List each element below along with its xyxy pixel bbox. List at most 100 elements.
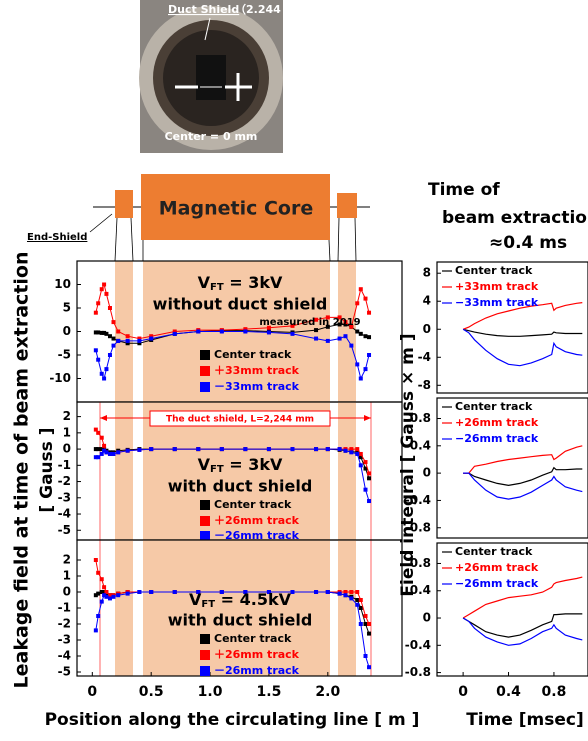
point — [367, 622, 372, 626]
point — [99, 287, 104, 292]
point — [102, 448, 107, 453]
point — [137, 336, 142, 341]
point — [219, 447, 224, 452]
point — [325, 338, 330, 343]
point — [96, 447, 101, 452]
point — [314, 317, 319, 322]
point — [137, 341, 142, 346]
y-tick-label: 0 — [423, 322, 431, 336]
panel-title: VFT = 3kV — [198, 273, 283, 294]
point — [343, 590, 348, 594]
point — [343, 320, 348, 325]
legend-swatch — [200, 666, 210, 676]
left-y-label: Leakage field at time of beam extraction — [11, 252, 33, 689]
legend-label: －26mm track — [214, 529, 300, 542]
series-line — [462, 328, 583, 337]
title-sub: FT — [201, 599, 215, 610]
point — [104, 590, 109, 594]
legend-label: −33mm track — [455, 296, 539, 309]
point — [314, 447, 319, 452]
y-tick-label: -1 — [58, 601, 71, 615]
title-sub: FT — [210, 464, 224, 475]
point — [337, 315, 342, 320]
y-tick-label: -3 — [58, 490, 71, 504]
left-x-label: Position along the circulating line [ m … — [45, 710, 420, 730]
series-line — [462, 328, 583, 367]
legend-swatch — [200, 634, 210, 644]
point — [99, 447, 104, 452]
point — [343, 334, 348, 339]
end-shield-label: End-Shield — [27, 232, 87, 243]
point — [358, 622, 363, 626]
point — [367, 476, 372, 481]
point — [116, 338, 121, 343]
point — [104, 594, 109, 599]
title-part: = 3kV — [224, 273, 283, 292]
y-tick-label: 0.4 — [410, 583, 431, 597]
panel-title: VFT = 3kV — [198, 455, 283, 476]
point — [355, 329, 360, 334]
point — [243, 447, 248, 452]
header-line: ≈0.4 ms — [489, 233, 567, 253]
point — [99, 590, 104, 594]
point — [104, 450, 109, 455]
point — [349, 590, 354, 594]
point — [243, 327, 248, 332]
point — [363, 460, 368, 465]
point — [358, 376, 363, 381]
y-tick-label: -5 — [58, 348, 71, 362]
point — [314, 590, 319, 594]
series-line — [462, 617, 583, 646]
point — [363, 622, 368, 626]
left-y-unit: [ Gauss ] — [37, 427, 57, 512]
point — [96, 330, 101, 335]
y-tick-label: -2 — [58, 617, 71, 631]
y-tick-label: 0 — [423, 611, 431, 625]
panel-subtitle: with duct shield — [168, 611, 313, 630]
shield-band — [115, 402, 133, 540]
point — [107, 596, 112, 601]
point — [125, 448, 130, 453]
y-tick-label: 1 — [63, 425, 71, 439]
point — [337, 591, 342, 596]
point — [363, 367, 368, 372]
panel-note: measured in 2019 — [259, 317, 360, 328]
shield-band — [338, 402, 356, 540]
point — [93, 427, 98, 432]
point — [363, 614, 368, 618]
point — [196, 329, 201, 334]
point — [358, 287, 363, 292]
point — [149, 447, 154, 452]
x-tick-label: 2.0 — [315, 684, 340, 700]
y-tick-label: -4 — [418, 350, 431, 364]
legend-label: Center track — [455, 264, 533, 277]
legend-label: Center track — [455, 400, 533, 413]
x-tick-label: 1.0 — [198, 684, 223, 700]
legend-label: −26mm track — [455, 432, 539, 445]
point — [96, 301, 101, 306]
legend-swatch — [200, 350, 210, 360]
point — [343, 593, 348, 598]
point — [96, 570, 101, 575]
point — [314, 336, 319, 341]
panel-subtitle: without duct shield — [153, 295, 328, 314]
point — [343, 448, 348, 453]
plot-frame — [436, 261, 588, 394]
point — [172, 331, 177, 336]
point — [355, 451, 360, 456]
point — [355, 598, 360, 602]
point — [363, 296, 368, 301]
point — [355, 590, 360, 594]
point — [172, 329, 177, 334]
y-tick-label: 0 — [423, 466, 431, 480]
point — [358, 598, 363, 602]
point — [111, 320, 116, 325]
title-part: V — [198, 455, 211, 474]
point — [349, 343, 354, 348]
legend-label: Center track — [455, 545, 533, 558]
point — [367, 335, 372, 340]
header-line: beam extraction — [442, 208, 588, 228]
point — [355, 602, 360, 607]
point — [125, 591, 130, 596]
